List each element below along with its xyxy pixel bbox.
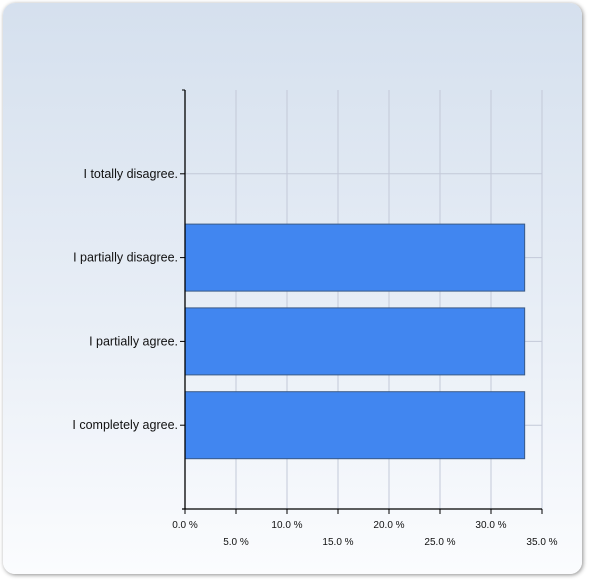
x-tick-label: 30.0 % — [475, 520, 506, 531]
category-label: I partially disagree. — [73, 251, 178, 265]
category-label: I partially agree. — [89, 334, 178, 348]
bar — [184, 391, 526, 460]
x-tick-label: 20.0 % — [373, 520, 404, 531]
x-tick-label: 10.0 % — [271, 520, 302, 531]
x-tick-label: 0.0 % — [172, 520, 198, 531]
x-tick-label: 35.0 % — [526, 537, 557, 548]
x-tick-label: 15.0 % — [322, 537, 353, 548]
axes — [180, 89, 543, 514]
bar — [184, 223, 526, 292]
bar-chart: I totally disagree. I partially disagree.… — [72, 89, 558, 548]
category-labels: I totally disagree. I partially disagree.… — [72, 167, 178, 432]
x-tick-label: 25.0 % — [424, 537, 455, 548]
x-tick-label: 5.0 % — [223, 537, 249, 548]
chart-panel: I totally disagree. I partially disagree.… — [3, 3, 582, 574]
category-label: I completely agree. — [72, 418, 178, 432]
x-tick-labels: 0.0 % 5.0 % 10.0 % 15.0 % 20.0 % 25.0 % 30.0 %… — [172, 520, 557, 548]
category-label: I totally disagree. — [84, 167, 179, 181]
bar — [184, 307, 526, 376]
bars — [184, 223, 526, 460]
